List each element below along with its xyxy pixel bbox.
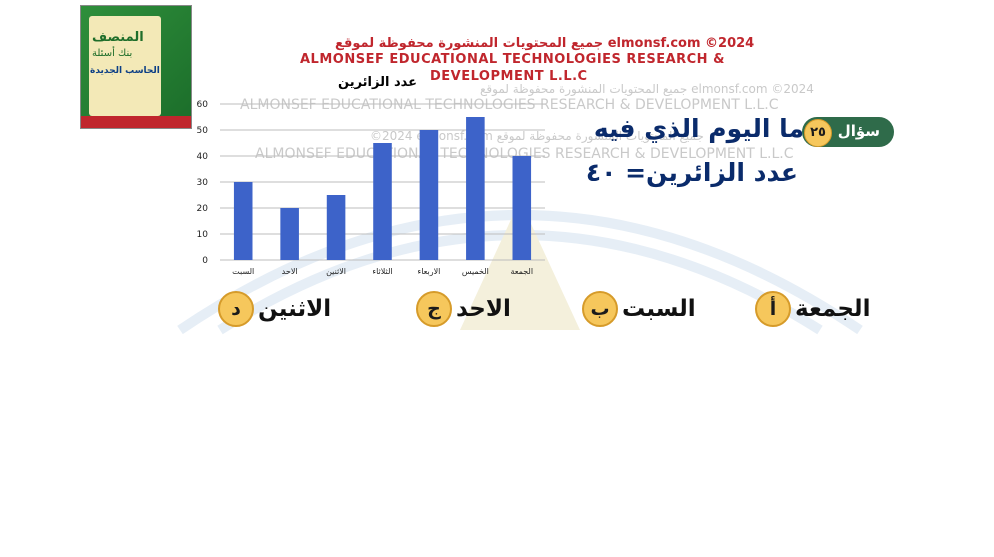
question-text: ما اليوم الذي فيه	[593, 114, 804, 143]
x-tick-label: السبت	[232, 267, 254, 276]
x-tick-label: الاحد	[282, 267, 298, 276]
option-b[interactable]: ب السبت	[582, 291, 696, 327]
y-tick-label: 20	[197, 204, 209, 214]
option-letter: ب	[582, 291, 618, 327]
copyright-english-line2: DEVELOPMENT L.L.C	[430, 69, 588, 84]
y-tick-label: 60	[197, 100, 209, 110]
bar-3	[373, 143, 392, 260]
bar-6	[512, 156, 532, 260]
book-cover-image	[80, 5, 192, 129]
copyright-english-line1: ALMONSEF EDUCATIONAL TECHNOLOGIES RESEAR…	[300, 52, 725, 67]
y-tick-label: 30	[197, 178, 209, 188]
chart-title: عدد الزائرين	[338, 75, 418, 90]
bar-0	[233, 182, 253, 260]
cover-title: المنصف	[92, 30, 144, 45]
bar-5	[466, 117, 485, 260]
x-tick-label: الخميس	[462, 267, 489, 276]
bar-chart: 0 10 20 30 40 50 60 السبت الاحد الاثنين الثلاثاء ال…	[197, 100, 545, 276]
question-label: سؤال	[837, 122, 880, 140]
cover-line3: الحاسب الجديدة	[90, 66, 160, 76]
question-badge: ٢٥ سؤال	[802, 117, 894, 147]
y-tick-label: 0	[202, 256, 208, 266]
option-letter: ج	[416, 291, 452, 327]
x-tick-label: الجمعة	[510, 267, 533, 276]
cover-subtitle: بنك أسئلة	[92, 48, 133, 59]
x-tick-label: الاربعاء	[417, 267, 440, 276]
option-letter: د	[218, 291, 254, 327]
bar-4	[419, 130, 439, 260]
option-a[interactable]: أ الجمعة	[755, 291, 870, 327]
copyright-arabic: جميع المحتويات المنشورة محفوظة لموقع elm…	[335, 36, 755, 51]
option-text: الجمعة	[795, 296, 871, 322]
watermark-text: جميع المحتويات المنشورة محفوظة لموقع elm…	[480, 82, 814, 96]
x-tick-label: الاثنين	[326, 267, 346, 276]
option-text: الاثنين	[258, 296, 332, 322]
bar-1	[280, 208, 299, 260]
question-number: ٢٥	[804, 119, 832, 147]
option-d[interactable]: د الاثنين	[218, 291, 331, 327]
y-tick-label: 40	[197, 152, 209, 162]
option-c[interactable]: ج الاحد	[416, 291, 511, 327]
watermark-text: ALMONSEF EDUCATIONAL TECHNOLOGIES RESEAR…	[240, 97, 779, 113]
option-letter: أ	[755, 291, 791, 327]
option-text: السبت	[622, 296, 696, 322]
bar-2	[326, 195, 346, 260]
x-tick-label: الثلاثاء	[372, 267, 392, 276]
y-tick-label: 50	[197, 126, 209, 136]
y-tick-label: 10	[197, 230, 209, 240]
question-text-line2: عدد الزائرين= ٤٠	[585, 158, 798, 187]
option-text: الاحد	[456, 296, 511, 322]
